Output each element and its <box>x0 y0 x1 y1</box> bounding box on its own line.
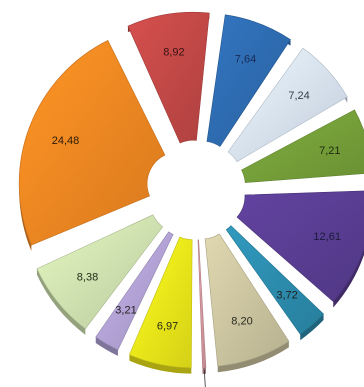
slice-label-11: 8,92 <box>163 46 184 58</box>
slice-label-7: 6,97 <box>157 320 178 332</box>
pie-slice-6 <box>197 239 207 369</box>
pie-slice-3 <box>236 190 364 302</box>
pie-slice-group-6 <box>197 239 207 374</box>
pie-slice-5 <box>204 233 290 367</box>
slice-label-3: 12,61 <box>313 231 341 243</box>
pie-slice-group-3 <box>236 190 364 308</box>
slice-label-8: 3,21 <box>115 304 136 316</box>
pie-slice-0 <box>206 14 291 147</box>
pie-slice-10 <box>18 40 166 246</box>
slice-label-4: 3,72 <box>276 289 297 301</box>
pie-slice-4 <box>225 225 324 335</box>
pie-slice-group-4 <box>225 225 324 341</box>
pie-slice-11 <box>127 11 210 144</box>
pie-slice-side-7 <box>129 354 192 374</box>
slice-label-9: 8,38 <box>77 271 98 283</box>
pie-slice-side-3 <box>333 248 364 308</box>
slice-label-0: 7,64 <box>235 54 256 66</box>
pie-slice-group-8 <box>95 231 174 356</box>
slice-label-10: 24,48 <box>52 135 80 147</box>
pie-slice-9 <box>36 214 164 330</box>
slice-label-5: 8,20 <box>231 315 252 327</box>
pie-slice-side-5 <box>217 341 289 373</box>
pie-slice-2 <box>241 109 364 183</box>
pie-slice-group-0 <box>206 14 291 147</box>
slice-label-1: 7,24 <box>288 90 309 102</box>
pie-slice-7 <box>129 236 193 368</box>
pie-slice-8 <box>95 231 174 351</box>
pie-slice-group-5 <box>204 233 290 373</box>
pie-slice-side-9 <box>36 268 86 335</box>
pie-slice-1 <box>227 47 348 163</box>
pie-slice-side-8 <box>95 337 118 356</box>
pie-slice-group-7 <box>129 236 193 374</box>
pie-slice-group-1 <box>227 47 348 163</box>
pie-slice-group-10 <box>18 40 166 252</box>
slice-label-2: 7,21 <box>319 145 340 157</box>
pie-slice-group-11 <box>127 11 210 144</box>
leader-line-6 <box>203 369 206 387</box>
pie-slice-side-4 <box>300 314 324 341</box>
pie-slice-group-2 <box>241 109 364 183</box>
pie-slice-group-9 <box>36 214 164 335</box>
